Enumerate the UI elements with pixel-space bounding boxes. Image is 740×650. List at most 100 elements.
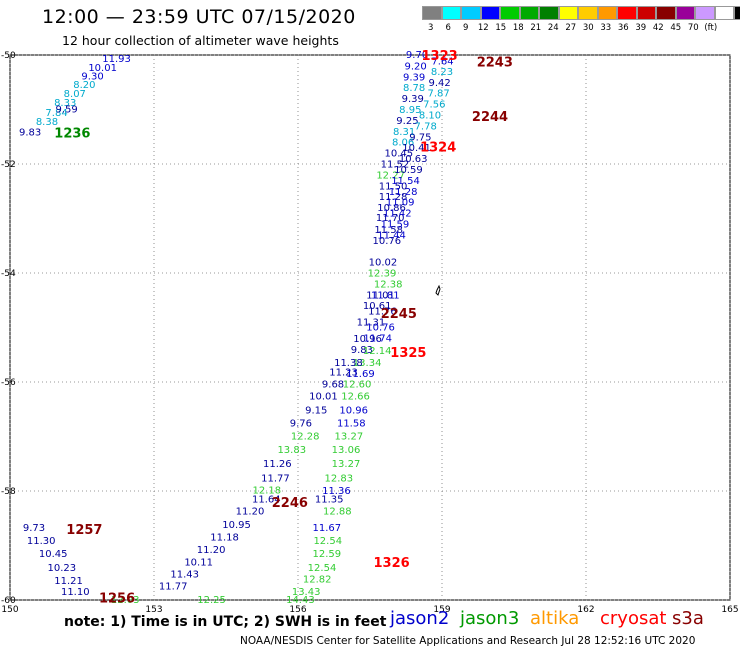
colorbar-label: 21 [530,23,542,33]
wave-height-value: 8.78 [403,83,425,94]
colorbar-swatch [441,6,461,20]
wave-height-value: 12.88 [323,507,352,518]
wave-height-value: 9.76 [290,418,312,429]
pass-time-label: 2244 [472,110,508,125]
wave-height-value: 9.59 [56,105,78,116]
wave-height-value: 9.30 [81,71,103,82]
wave-height-value: 9.83 [351,345,373,356]
wave-height-value: 8.23 [431,67,453,78]
wave-height-value: 8.20 [73,80,95,91]
wave-height-value: 10.01 [88,63,117,74]
wave-height-value: 11.76 [368,307,397,318]
wave-height-value: 10.61 [363,301,392,312]
colorbar-swatch [539,6,559,20]
wave-height-value: 10.01 [309,392,338,403]
wave-height-value: 11.74 [363,333,392,344]
wave-height-value: 11.77 [159,581,188,592]
pass-time-label: 2246 [272,496,308,511]
wave-height-value: 11.77 [261,473,290,484]
wave-height-value: 9.42 [428,78,450,89]
wave-height-value: 11.59 [381,219,410,230]
colorbar-swatch [656,6,676,20]
wave-height-value: 11.42 [383,209,412,220]
wave-height-value: 10.76 [372,236,401,247]
wave-height-value: 11.81 [371,290,400,301]
pass-time-label: 1236 [54,126,90,141]
wave-height-value: 12.82 [303,574,332,585]
wave-height-value: 11.28 [389,187,418,198]
wave-height-value: 9.83 [19,127,41,138]
y-tick-label: -60 [1,596,16,606]
wave-height-value: 7.64 [431,57,453,68]
wave-height-value: 11.44 [377,230,406,241]
colorbar-label: 6 [445,23,451,33]
colorbar-swatch [500,6,520,20]
colorbar-swatch [519,6,539,20]
pass-time-label: 1323 [422,49,458,64]
wave-height-value: 10.96 [353,334,382,345]
credit-line: NOAA/NESDIS Center for Satellite Applica… [240,635,696,647]
colorbar-swatch [480,6,500,20]
colorbar-swatch [461,6,481,20]
wave-height-value: 9.75 [409,132,431,143]
colorbar-swatch [734,6,740,20]
wave-height-value: 12.14 [363,346,392,357]
wave-height-value: 11.18 [210,532,239,543]
wave-height-value: 12.28 [291,432,320,443]
colorbar-label: 9 [463,23,469,33]
wave-height-value: 9.39 [402,94,424,105]
wave-height-colorbar: 3 6 9 12 15 18 21 24 27 30 33 36 39 42 45 70 (ft) [422,6,740,36]
wave-height-value: 11.43 [170,569,199,580]
wave-height-value: 8.10 [419,110,441,121]
pass-time-label: 2245 [381,307,417,322]
y-tick-label: -50 [1,51,16,61]
colorbar-label: 15 [495,23,507,33]
page-title: 12:00 — 23:59 UTC 07/15/2020 [42,6,356,28]
wave-height-value: 13.06 [332,445,361,456]
colorbar-swatches [422,6,740,20]
x-tick-label: 153 [145,605,162,615]
wave-height-value: 12.54 [313,536,342,547]
wave-height-value: 10.45 [384,149,413,160]
wave-height-value: 10.02 [369,258,398,269]
wave-height-value: 9.68 [322,380,344,391]
wave-height-value: 8.38 [36,117,58,128]
wave-height-value: 11.50 [379,181,408,192]
wave-height-value: 11.38 [334,358,363,369]
wave-height-value: 12.38 [374,279,403,290]
colorbar-label: 24 [547,23,559,33]
x-tick-label: 150 [1,605,18,615]
colorbar-swatch [695,6,715,20]
wave-height-value: 12.54 [308,563,337,574]
wave-height-value: 11.23 [329,368,358,379]
y-tick-label: -56 [1,378,16,388]
x-tick-label: 156 [289,605,306,615]
wave-height-value: 11.69 [346,369,375,380]
colorbar-label: 42 [652,23,664,33]
footer-note: note: 1) Time is in UTC; 2) SWH is in fe… [64,614,387,630]
legend-altika: altika [530,608,580,629]
wave-height-value: 8.06 [392,138,414,149]
x-tick-label: 162 [577,605,594,615]
colorbar-swatch [617,6,637,20]
wave-height-value: 12.39 [368,269,397,280]
wave-height-value: 13.34 [353,358,382,369]
y-tick-label: -58 [1,487,16,497]
wave-height-value: 11.31 [357,318,386,329]
pass-time-label: 1324 [420,141,456,156]
wave-height-value: 9.25 [396,116,418,127]
wave-height-value: 12.25 [197,595,226,606]
colorbar-label: 70 [687,23,699,33]
wave-height-value: 11.54 [391,176,420,187]
wave-height-value: 12.60 [343,380,372,391]
wave-height-value: 11.28 [379,192,408,203]
pass-time-label: 1256 [99,591,135,606]
wave-height-value: 13.83 [277,445,306,456]
wave-height-value: 10.76 [366,323,395,334]
colorbar-label: 39 [635,23,647,33]
pass-time-label: 2243 [477,56,513,71]
wave-height-value: 12.66 [341,392,370,403]
legend-jason2: jason2 [390,608,450,629]
wave-height-value: 13.27 [335,432,364,443]
